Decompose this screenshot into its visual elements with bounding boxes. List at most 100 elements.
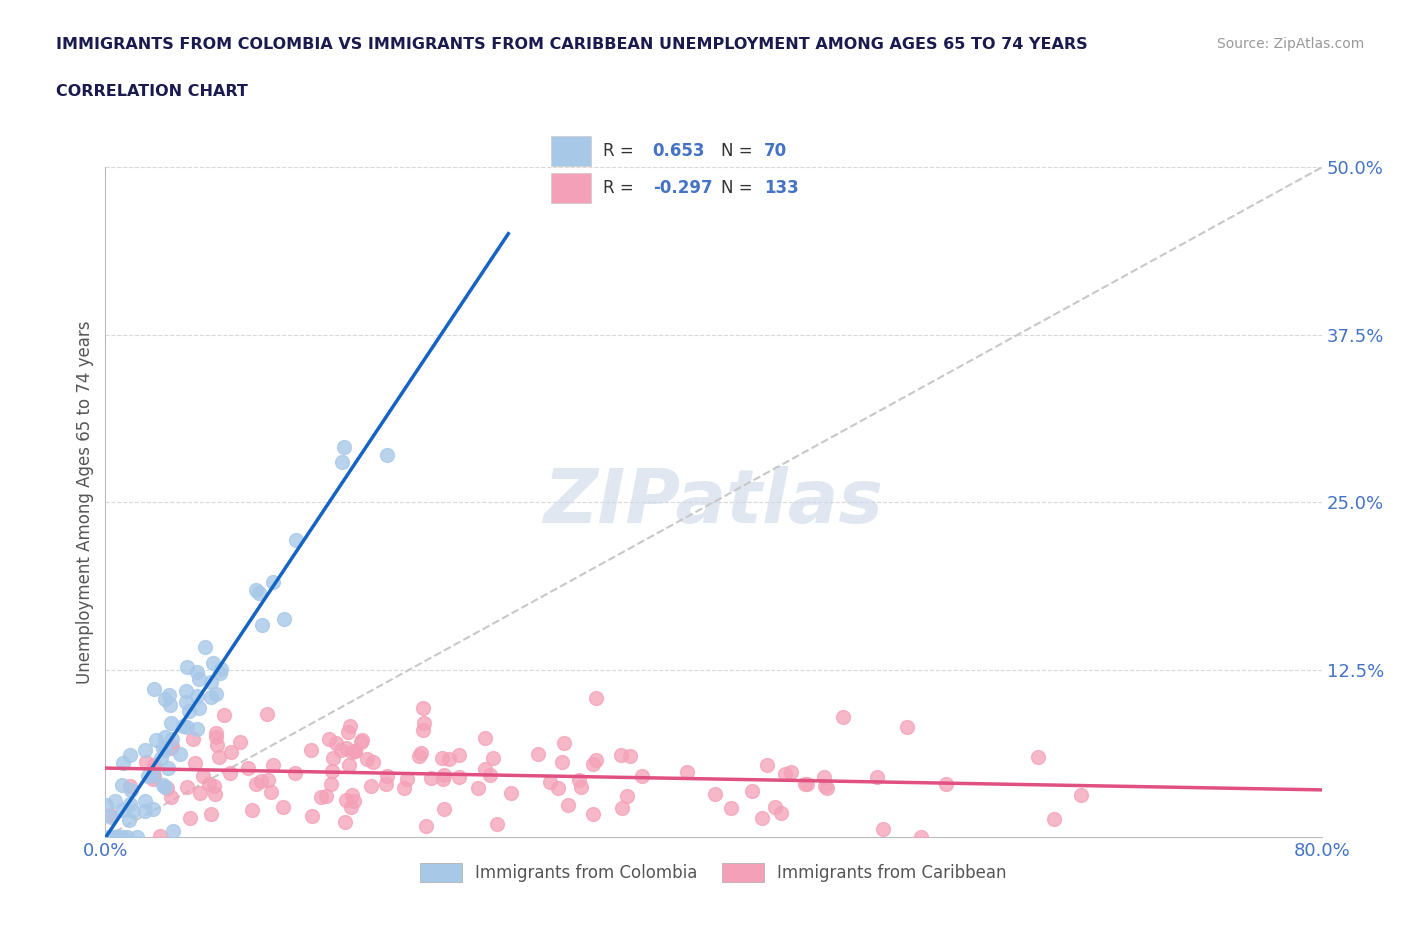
Point xyxy=(249,774,271,789)
Point xyxy=(150,751,173,765)
Point xyxy=(332,455,354,470)
Point xyxy=(134,793,156,808)
Point xyxy=(156,761,179,776)
Point xyxy=(392,780,415,795)
Point xyxy=(104,794,127,809)
Point xyxy=(321,777,343,791)
Point xyxy=(449,770,471,785)
Point xyxy=(585,753,607,768)
Point xyxy=(361,755,384,770)
Point xyxy=(538,775,561,790)
Point xyxy=(763,800,786,815)
Point xyxy=(437,752,460,767)
Point xyxy=(134,742,156,757)
Point xyxy=(179,810,201,825)
Point xyxy=(474,762,496,777)
Point xyxy=(98,830,121,844)
Text: IMMIGRANTS FROM COLOMBIA VS IMMIGRANTS FROM CARIBBEAN UNEMPLOYMENT AMONG AGES 65: IMMIGRANTS FROM COLOMBIA VS IMMIGRANTS F… xyxy=(56,37,1088,52)
Point xyxy=(188,671,211,686)
Point xyxy=(112,830,135,844)
Point xyxy=(159,698,181,712)
Point xyxy=(194,640,217,655)
Point xyxy=(125,830,148,844)
Point xyxy=(174,684,197,698)
Point xyxy=(831,710,853,724)
Point xyxy=(360,778,382,793)
Point xyxy=(145,733,167,748)
Point xyxy=(780,764,803,779)
Point xyxy=(553,736,575,751)
Point xyxy=(208,750,231,764)
Point xyxy=(343,743,366,758)
Point xyxy=(181,732,204,747)
Point xyxy=(865,770,887,785)
Point xyxy=(741,783,763,798)
Point xyxy=(343,794,366,809)
Point xyxy=(186,689,208,704)
Point xyxy=(315,789,337,804)
Point xyxy=(153,692,176,707)
Y-axis label: Unemployment Among Ages 65 to 74 years: Unemployment Among Ages 65 to 74 years xyxy=(76,321,94,684)
Point xyxy=(174,694,197,709)
Point xyxy=(107,830,129,844)
Point xyxy=(201,655,224,670)
Point xyxy=(111,830,134,844)
Point xyxy=(412,715,434,730)
Point xyxy=(527,747,550,762)
Point xyxy=(262,757,284,772)
Point xyxy=(501,786,523,801)
Point xyxy=(482,751,505,765)
Point xyxy=(236,760,259,775)
Point xyxy=(322,751,344,765)
Point xyxy=(814,778,837,793)
Point xyxy=(118,778,141,793)
Point xyxy=(179,703,201,718)
Point xyxy=(585,690,607,705)
Point xyxy=(149,829,172,844)
Point xyxy=(122,804,145,818)
Text: -0.297: -0.297 xyxy=(652,179,713,197)
Point xyxy=(616,789,638,804)
Point xyxy=(610,801,633,816)
Point xyxy=(257,773,280,788)
Point xyxy=(337,758,360,773)
Point xyxy=(200,674,222,689)
Point xyxy=(204,730,226,745)
Point xyxy=(332,440,354,455)
Point xyxy=(751,811,773,826)
Text: R =: R = xyxy=(603,179,640,197)
Point xyxy=(333,815,356,830)
Point xyxy=(1026,750,1049,764)
Point xyxy=(449,748,471,763)
Text: 70: 70 xyxy=(763,141,787,160)
Point xyxy=(935,777,957,791)
Point xyxy=(569,780,592,795)
Point xyxy=(408,749,430,764)
Point xyxy=(252,618,274,632)
Point xyxy=(285,533,308,548)
Point xyxy=(104,830,127,844)
Point xyxy=(309,790,332,804)
Point xyxy=(156,781,179,796)
Point xyxy=(200,689,222,704)
Point xyxy=(100,809,122,824)
Point xyxy=(202,778,225,793)
Point xyxy=(340,745,363,760)
Bar xyxy=(551,173,591,203)
Point xyxy=(176,720,198,735)
Point xyxy=(162,739,184,754)
Point xyxy=(770,805,793,820)
Text: 133: 133 xyxy=(763,179,799,197)
Point xyxy=(813,769,835,784)
Point xyxy=(118,748,141,763)
Point xyxy=(344,744,367,759)
Point xyxy=(340,800,363,815)
Point xyxy=(160,740,183,755)
Point xyxy=(485,817,508,831)
Point xyxy=(186,665,208,680)
Point xyxy=(162,823,184,838)
Point xyxy=(273,612,295,627)
Point xyxy=(104,830,127,844)
Point xyxy=(118,812,141,827)
Point xyxy=(245,777,267,791)
